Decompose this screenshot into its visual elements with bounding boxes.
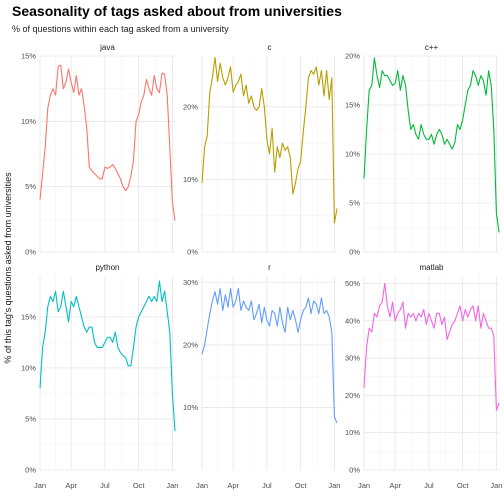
y-tick-label: 0%	[25, 466, 36, 475]
facet-matlab: matlab 0% 10% 20% 30% 40% 50% Jan Apr Jul Oct Jan	[345, 263, 502, 490]
y-tick-label: 15%	[345, 101, 360, 110]
facet-java: java 0% 5% 10% 15%	[21, 43, 176, 257]
x-tick-label: Jan	[166, 481, 178, 490]
y-tick-label: 20%	[183, 340, 198, 349]
series-line-c++	[363, 57, 500, 233]
x-tick-label: Jul	[424, 481, 434, 490]
y-tick-label: 20%	[345, 391, 360, 400]
facet-c: c 0% 10% 20%	[183, 43, 338, 257]
series-line-c	[201, 56, 338, 224]
y-tick-label: 10%	[183, 175, 198, 184]
series-line-java	[39, 64, 176, 221]
x-tick-label: Jan	[490, 481, 502, 490]
facet-title: java	[99, 43, 115, 52]
y-tick-label: 10%	[345, 150, 360, 159]
x-tick-label: Jan	[34, 481, 46, 490]
y-tick-label: 10%	[345, 428, 360, 437]
series-line-python	[39, 280, 176, 432]
x-tick-label: Oct	[295, 481, 308, 490]
facet-title: matlab	[419, 263, 444, 272]
chart-title: Seasonality of tags asked about from uni…	[12, 3, 342, 19]
x-tick-label: Jul	[262, 481, 272, 490]
y-tick-label: 15%	[21, 52, 36, 61]
y-tick-label: 10%	[21, 363, 36, 372]
x-tick-label: Jan	[358, 481, 370, 490]
y-axis-label: % of this tag's questions asked from uni…	[3, 172, 13, 364]
y-tick-label: 15%	[21, 312, 36, 321]
x-tick-label: Jan	[328, 481, 340, 490]
y-tick-label: 0%	[25, 248, 36, 257]
y-tick-label: 10%	[183, 403, 198, 412]
x-tick-label: Apr	[227, 481, 239, 490]
x-tick-label: Jul	[100, 481, 110, 490]
facet-r: r 10% 20% 30% Jan Apr Jul Oct Jan	[183, 263, 340, 490]
y-tick-label: 0%	[349, 466, 360, 475]
x-tick-label: Jan	[196, 481, 208, 490]
y-tick-label: 5%	[25, 414, 36, 423]
x-tick-label: Apr	[65, 481, 77, 490]
facet-title: c++	[425, 43, 439, 52]
y-tick-label: 0%	[349, 248, 360, 257]
y-tick-label: 30%	[345, 354, 360, 363]
y-tick-label: 0%	[187, 248, 198, 257]
facet-title: python	[95, 263, 119, 272]
y-tick-label: 20%	[345, 52, 360, 61]
facet-python: python 0% 5% 10% 15% Jan Apr Jul Oct Jan	[21, 263, 178, 490]
series-line-matlab	[363, 282, 500, 411]
facet-c++: c++ 0% 5% 10% 15% 20%	[345, 43, 500, 257]
chart-subtitle: % of questions within each tag asked fro…	[12, 24, 229, 34]
y-tick-label: 20%	[183, 102, 198, 111]
y-tick-label: 5%	[349, 199, 360, 208]
y-tick-label: 30%	[183, 278, 198, 287]
series-line-r	[201, 287, 338, 424]
x-tick-label: Oct	[457, 481, 470, 490]
facet-title: c	[268, 43, 272, 52]
x-tick-label: Apr	[389, 481, 401, 490]
x-tick-label: Oct	[133, 481, 146, 490]
y-tick-label: 50%	[345, 279, 360, 288]
y-tick-label: 5%	[25, 182, 36, 191]
facet-title: r	[268, 263, 271, 272]
facet-panels: java 0% 5% 10% 15% c 0% 10% 20% c++ 0% 5% 10% 15% 20% p…	[21, 43, 502, 490]
y-tick-label: 40%	[345, 316, 360, 325]
y-tick-label: 10%	[21, 117, 36, 126]
